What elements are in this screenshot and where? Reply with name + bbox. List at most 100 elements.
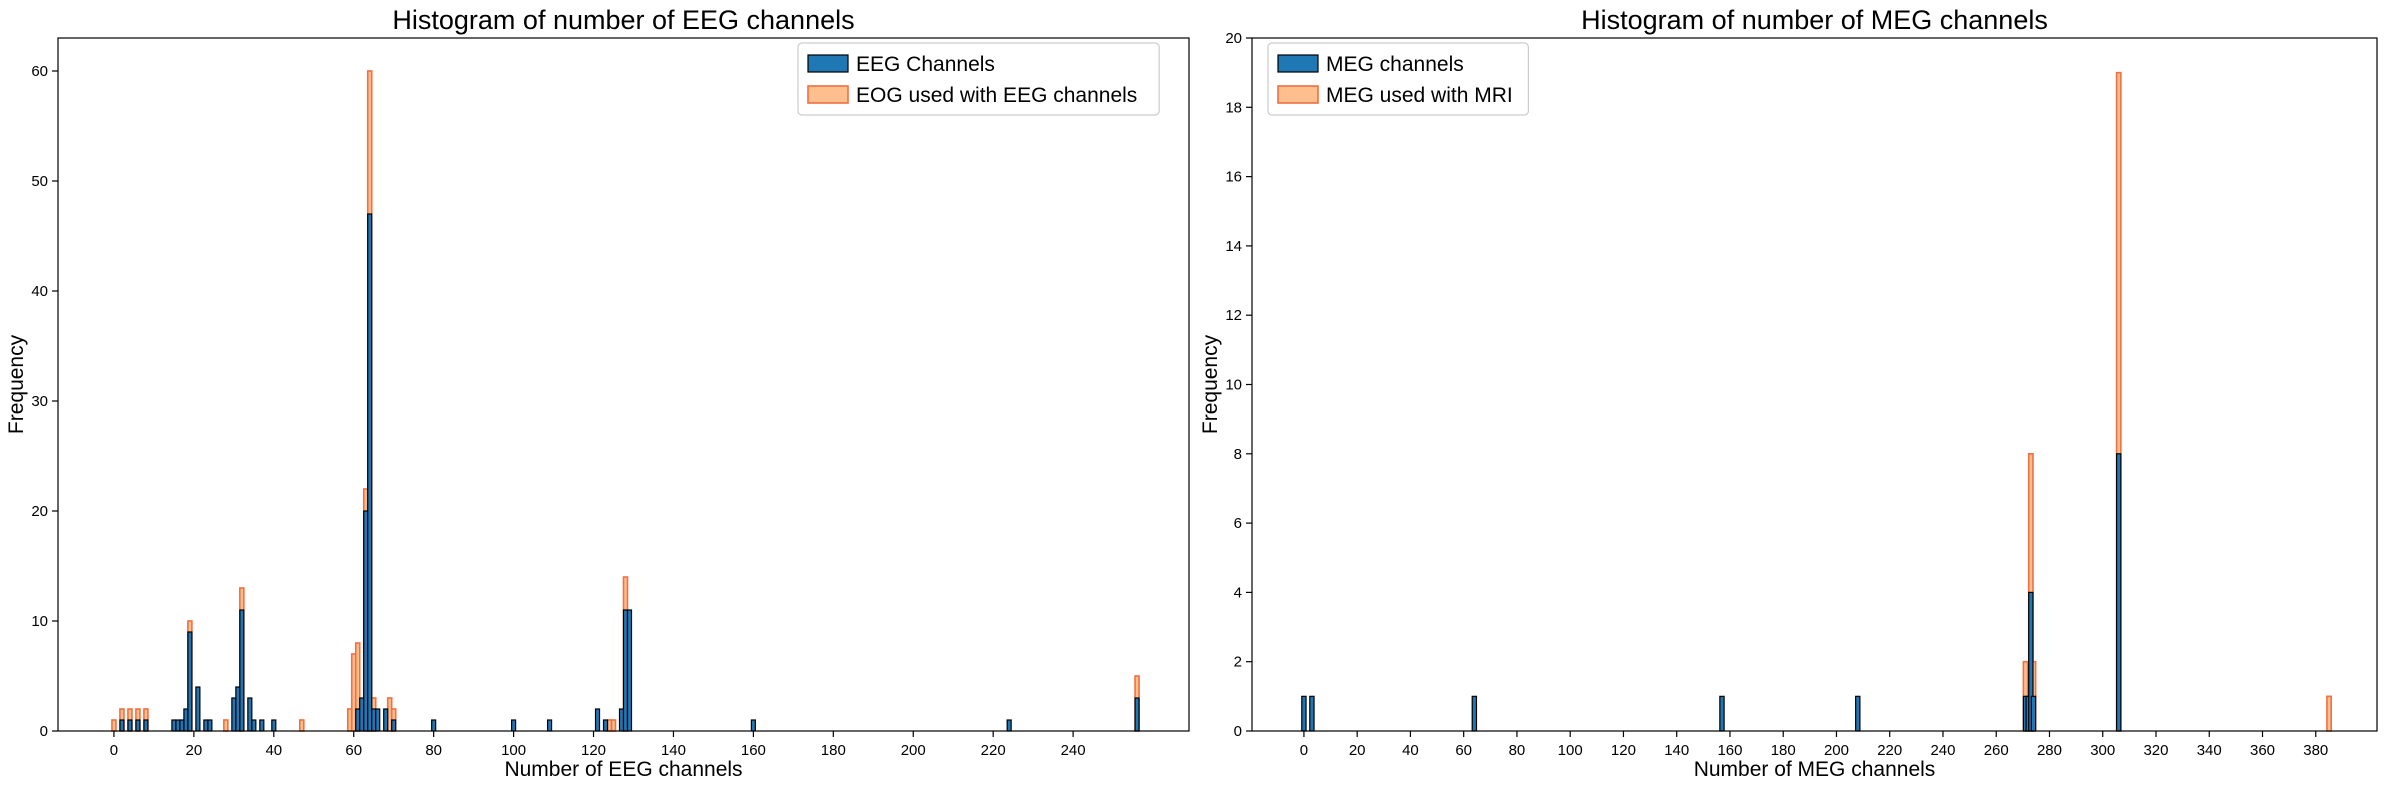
x-tick-label: 280 <box>2037 742 2062 759</box>
x-axis-label: Number of EEG channels <box>504 758 742 781</box>
bar <box>247 697 253 732</box>
bar <box>383 708 389 732</box>
x-tick-label: 360 <box>2250 742 2275 759</box>
chart-eeg: 0 20 40 60 80 100 120 140 160 180 200 220 240 0 10 20 30… <box>5 5 1190 781</box>
chart-meg: 0 20 40 60 80 100 120 140 160 180 200 220 240 260 280 3… <box>1199 5 2378 781</box>
axes-frame <box>57 37 1190 732</box>
legend-box <box>797 42 1160 116</box>
legend: EEG Channels EOG used with EEG channels <box>797 42 1160 116</box>
x-tick-label: 80 <box>1509 742 1526 759</box>
y-tick-label: 30 <box>31 393 48 410</box>
bar <box>195 686 201 732</box>
legend-label: EEG Channels <box>856 53 995 76</box>
x-tick-label: 100 <box>1558 742 1583 759</box>
legend-label: MEG channels <box>1326 53 1464 76</box>
legend-swatch <box>1277 54 1319 73</box>
bar <box>391 719 397 732</box>
y-tick-label: 50 <box>31 173 48 190</box>
x-tick-label: 120 <box>581 742 606 759</box>
legend-swatch <box>807 85 849 104</box>
bar <box>750 719 756 732</box>
bar <box>367 213 373 732</box>
x-tick-label: 0 <box>1300 742 1308 759</box>
bar <box>203 719 209 732</box>
y-tick-label: 14 <box>1225 238 1242 255</box>
x-tick-label: 160 <box>741 742 766 759</box>
bar <box>375 708 381 732</box>
bar <box>1006 719 1012 732</box>
bar <box>235 686 241 732</box>
legend: MEG channels MEG used with MRI <box>1267 42 1529 116</box>
x-tick-label: 300 <box>2090 742 2115 759</box>
y-axis-label: Frequency <box>1199 334 1222 434</box>
bar <box>363 510 369 732</box>
y-tick-label: 18 <box>1225 99 1242 116</box>
y-tick-label: 2 <box>1234 654 1242 671</box>
bar <box>183 708 189 732</box>
bar <box>594 708 601 732</box>
chart-title: Histogram of number of MEG channels <box>1581 5 2048 35</box>
x-tick-label: 180 <box>1771 742 1796 759</box>
bar <box>2115 453 2122 732</box>
y-tick-label: 10 <box>31 613 48 630</box>
y-tick-label: 8 <box>1234 446 1242 463</box>
y-tick-label: 40 <box>31 283 48 300</box>
y-tick-label: 10 <box>1225 377 1242 394</box>
bar <box>626 609 633 732</box>
y-axis-label: Frequency <box>5 334 28 434</box>
y-tick-label: 60 <box>31 63 48 80</box>
x-axis-label: Number of MEG channels <box>1694 758 1936 781</box>
x-tick-label: 260 <box>1984 742 2009 759</box>
bar <box>1134 697 1140 732</box>
y-tick-label: 16 <box>1225 169 1242 186</box>
x-tick-label: 100 <box>501 742 526 759</box>
x-tick-label: 240 <box>1930 742 1955 759</box>
x-tick-label: 20 <box>186 742 203 759</box>
bar <box>1471 695 1478 732</box>
bar <box>371 708 377 732</box>
y-tick-label: 0 <box>40 723 48 740</box>
bar <box>143 719 149 732</box>
bar <box>111 719 117 732</box>
y-tick-label: 20 <box>1225 30 1242 47</box>
x-tick-label: 320 <box>2143 742 2168 759</box>
bar <box>271 719 277 732</box>
x-tick-label: 120 <box>1611 742 1636 759</box>
y-tick-label: 20 <box>31 503 48 520</box>
x-tick-label: 40 <box>1402 742 1419 759</box>
x-tick-label: 160 <box>1717 742 1742 759</box>
x-tick-label: 220 <box>1877 742 1902 759</box>
x-tick-label: 20 <box>1349 742 1366 759</box>
x-tick-label: 60 <box>1455 742 1472 759</box>
bar <box>1855 695 1861 732</box>
bar <box>259 719 265 732</box>
bar <box>602 719 609 732</box>
legend-label: EOG used with EEG channels <box>856 84 1137 107</box>
bar <box>2326 695 2332 732</box>
bar <box>135 719 141 732</box>
y-tick-label: 6 <box>1234 515 1242 532</box>
x-tick-label: 200 <box>1824 742 1849 759</box>
bar <box>179 719 185 732</box>
bar <box>1301 695 1307 732</box>
bar <box>171 719 177 732</box>
legend-swatch <box>1277 85 1319 104</box>
x-tick-label: 220 <box>981 742 1006 759</box>
bar <box>223 719 229 732</box>
y-tick-label: 4 <box>1234 584 1242 601</box>
bar <box>2030 695 2037 732</box>
x-tick-label: 380 <box>2303 742 2328 759</box>
x-tick-label: 340 <box>2197 742 2222 759</box>
bar <box>298 719 305 732</box>
bar <box>1309 695 1315 732</box>
bar <box>187 631 193 732</box>
chart-title: Histogram of number of EEG channels <box>392 5 854 35</box>
bar <box>546 719 553 732</box>
x-tick-label: 60 <box>345 742 362 759</box>
bar <box>431 719 437 732</box>
x-tick-label: 0 <box>110 742 118 759</box>
bar <box>239 609 245 732</box>
legend-label: MEG used with MRI <box>1326 84 1513 107</box>
